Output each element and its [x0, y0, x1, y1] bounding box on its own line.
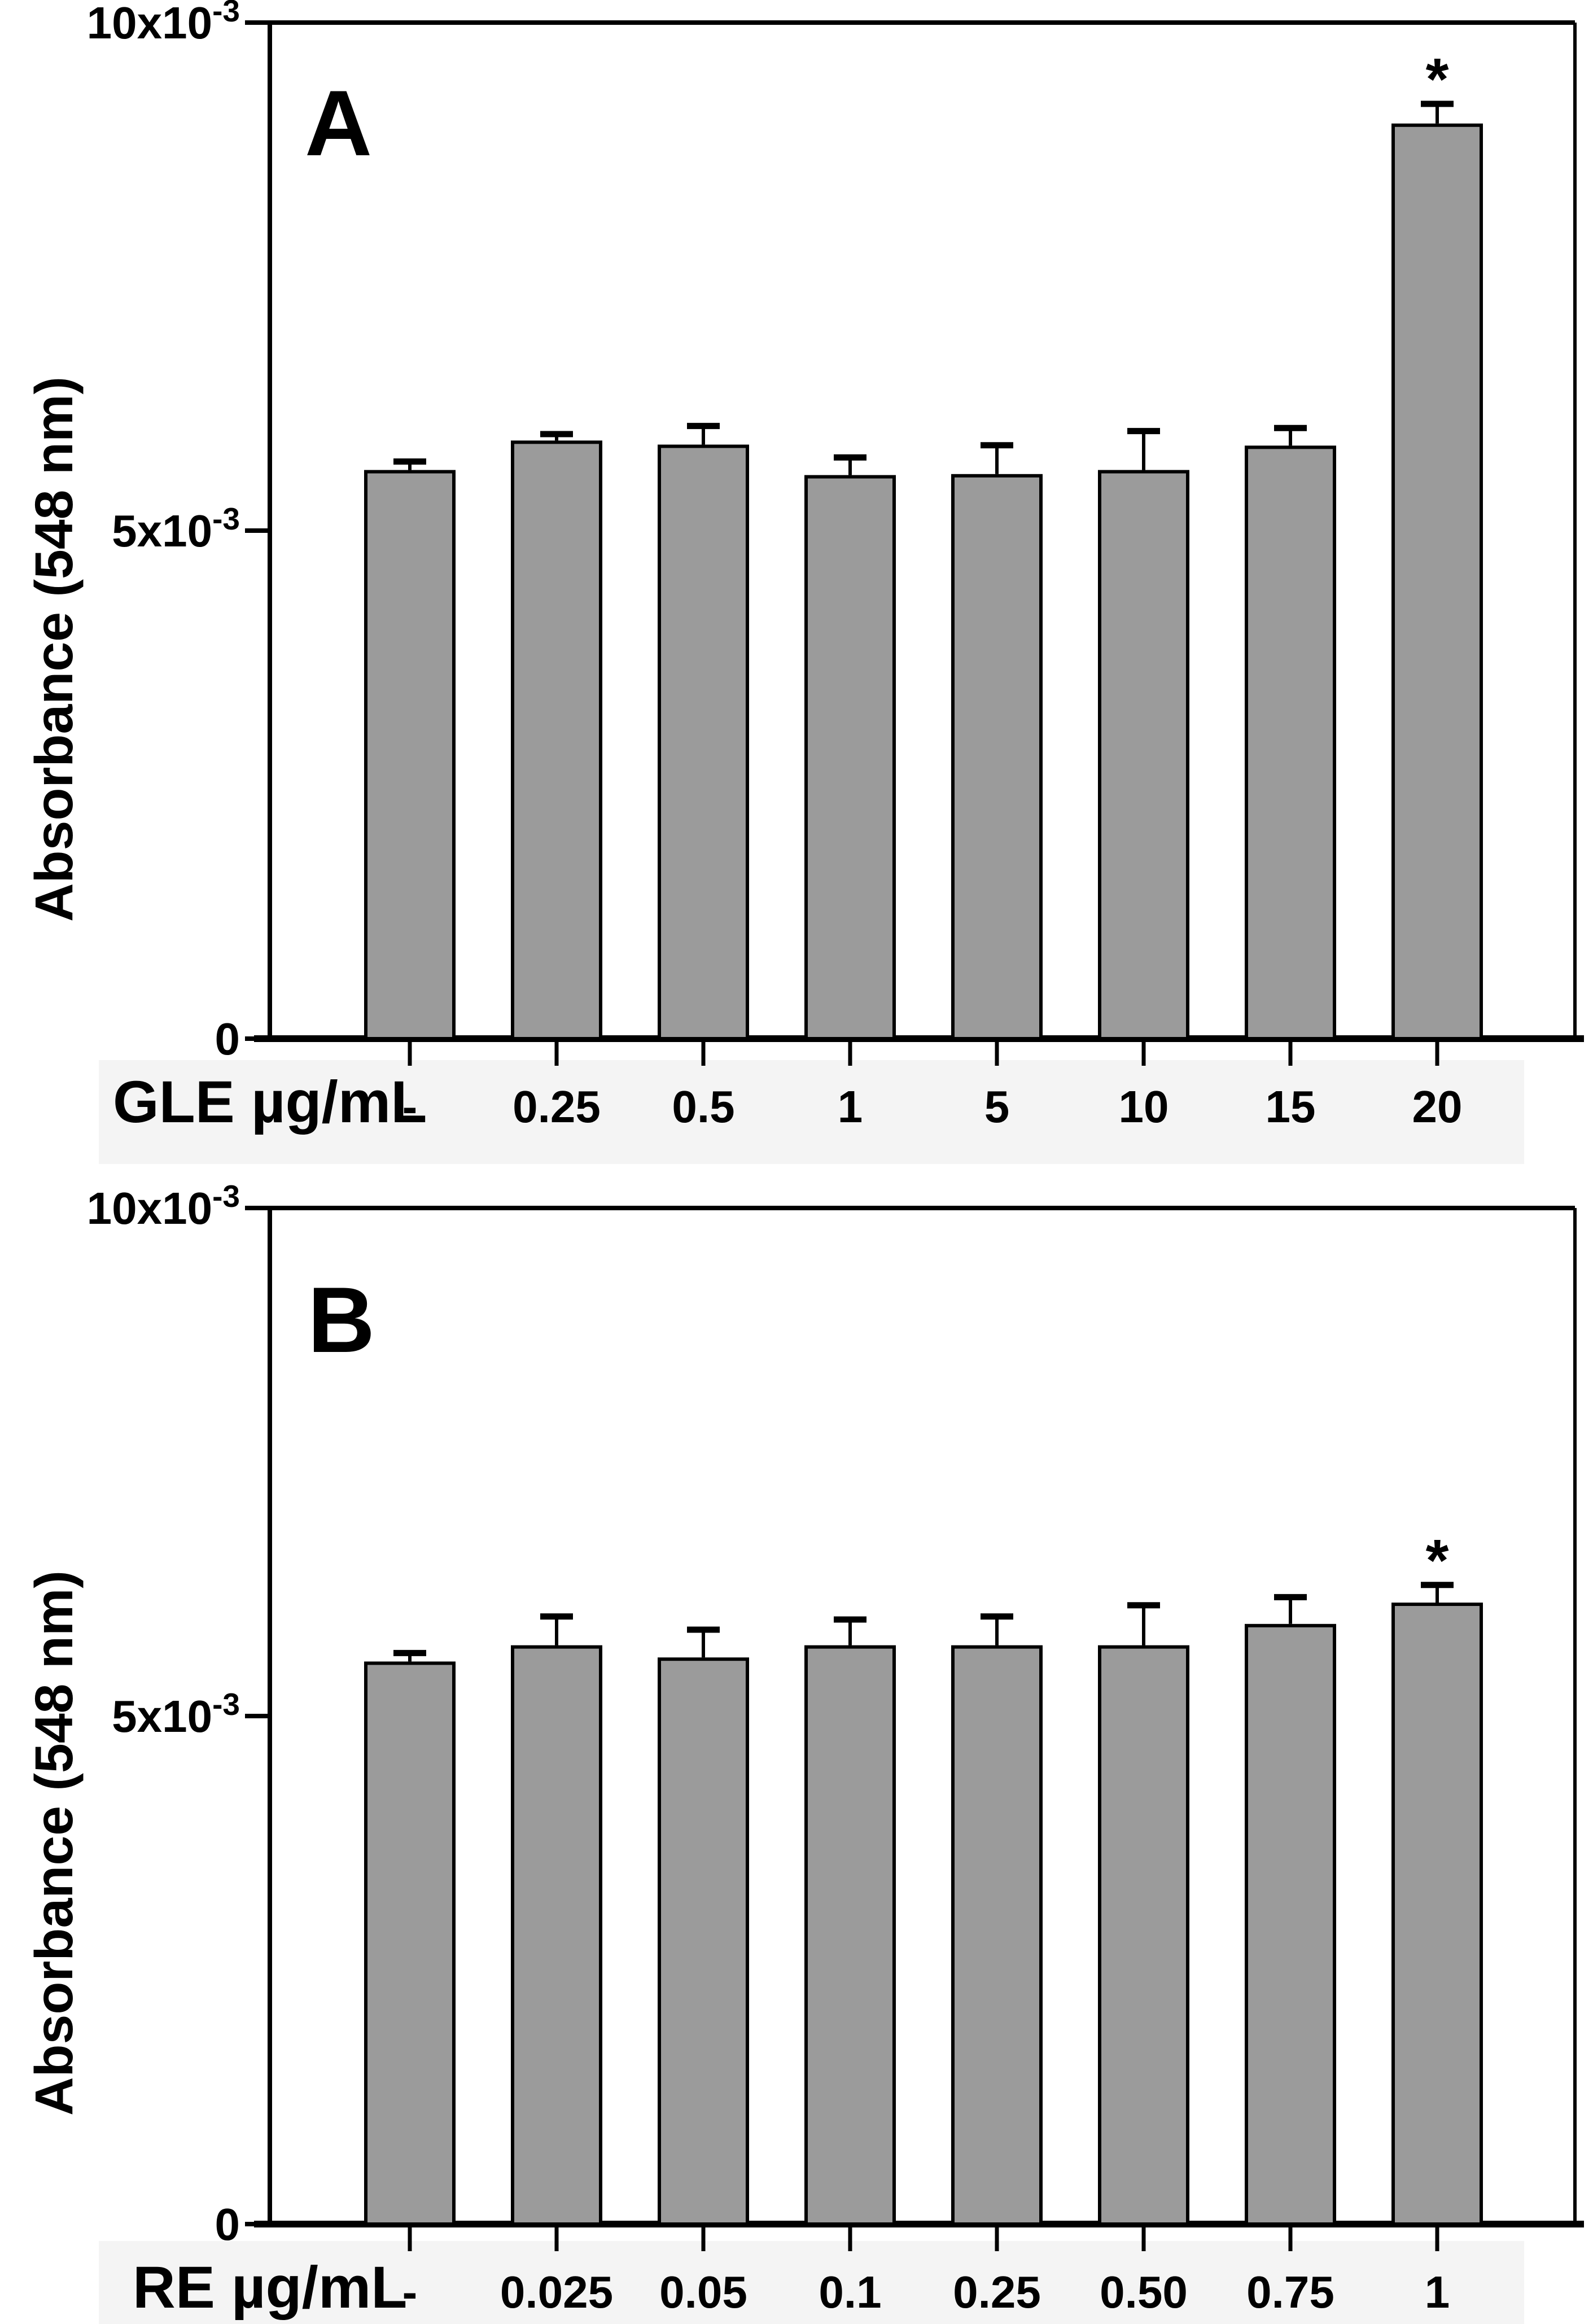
label-band-b [99, 2241, 1524, 2324]
panel-b-letter: B [308, 1268, 375, 1372]
panel-b-ytick-5e-3: 5x10-3 [112, 1687, 240, 1741]
panel-b-ytick-10e-3: 10x10-3 [87, 1179, 240, 1233]
x-tick-label: 0.25 [953, 2267, 1041, 2317]
bar [658, 1657, 749, 2226]
bar [1098, 470, 1189, 1040]
x-tick-label: 0.025 [500, 2267, 613, 2317]
panel-b-y-axis-title: Absorbance (548 nm) [24, 1570, 84, 2116]
bar [1391, 123, 1483, 1040]
panel-a-ytick-5e-3: 5x10-3 [112, 501, 240, 556]
panel-a-ytick-0: 0 [215, 1014, 240, 1064]
x-tick-label: 0.5 [672, 1082, 734, 1132]
x-tick-label: 1 [838, 1082, 863, 1132]
bar [804, 475, 896, 1040]
x-tick-label: 0.25 [513, 1082, 601, 1132]
x-tick-label: 20 [1412, 1082, 1463, 1132]
panel-a-x-axis-title: GLE µg/mL [113, 1069, 427, 1135]
x-tick-label: 10 [1119, 1082, 1169, 1132]
bar [511, 1645, 602, 2226]
bar [1245, 445, 1336, 1040]
bar [1245, 1623, 1336, 2226]
x-tick-label: 15 [1266, 1082, 1316, 1132]
panel-a-letter: A [305, 71, 372, 175]
x-tick-label: 0.75 [1246, 2267, 1334, 2317]
x-tick-label: - [402, 1082, 418, 1132]
bar [364, 1661, 456, 2226]
significance-asterisk: * [1426, 1528, 1449, 1594]
panel-a-ytick-10e-3: 10x10-3 [87, 0, 240, 48]
bar [1098, 1645, 1189, 2226]
bar [804, 1645, 896, 2226]
panel-a-marks: -0.25 0.5 1 5 10 15 20* [245, 20, 1584, 1132]
x-tick-label: 1 [1425, 2267, 1450, 2317]
bar [951, 1645, 1043, 2226]
panel-b-marks: - 0.025 0.05 0.1 0.25 0.50 0.75 1 * [245, 1206, 1584, 2317]
label-band-a [99, 1060, 1524, 1164]
bar [364, 470, 456, 1040]
panel-b-ytick-0: 0 [215, 2199, 240, 2249]
x-tick-label: - [402, 2267, 418, 2317]
x-tick-label: 0.1 [819, 2267, 881, 2317]
bar [1391, 1603, 1483, 2226]
x-tick-label: 5 [984, 1082, 1010, 1132]
x-tick-label: 0.50 [1100, 2267, 1188, 2317]
x-tick-label: 0.05 [659, 2267, 747, 2317]
bar [658, 444, 749, 1040]
panel-a-y-axis-title: Absorbance (548 nm) [24, 377, 84, 922]
bar [511, 440, 602, 1040]
bar [951, 474, 1043, 1040]
panel-b-x-axis-title: RE µg/mL [133, 2255, 407, 2321]
significance-asterisk: * [1426, 46, 1449, 112]
